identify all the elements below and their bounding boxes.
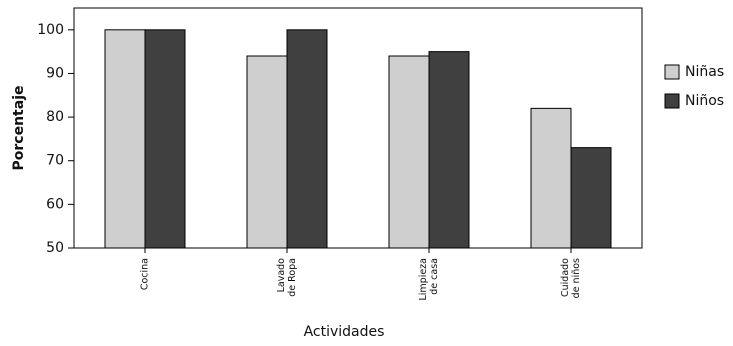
x-tick-label-line: Cuidado bbox=[560, 258, 571, 297]
bar-ninas-0 bbox=[104, 29, 146, 249]
x-tick-label-line: Lavado bbox=[276, 258, 287, 293]
legend-label-ninas: Niñas bbox=[685, 64, 724, 80]
bar-ninos-2 bbox=[428, 51, 470, 249]
y-axis: 50 60 70 80 90 100 bbox=[37, 22, 74, 256]
bar-ninos-1 bbox=[286, 29, 328, 249]
y-tick-label-60: 60 bbox=[46, 196, 64, 212]
legend-swatch-ninos bbox=[664, 93, 680, 109]
y-tick-label-70: 70 bbox=[46, 153, 64, 169]
bar-ninos-0 bbox=[144, 29, 186, 249]
x-tick-label-2: Limpiezade casa bbox=[418, 258, 440, 301]
y-tick-label-80: 80 bbox=[46, 109, 64, 125]
x-tick-label-0: Cocina bbox=[140, 258, 151, 290]
x-axis: Cocina Lavadode Ropa Limpiezade casa Cuidad… bbox=[140, 248, 582, 301]
bar-ninas-2 bbox=[388, 55, 430, 249]
y-tick-label-50: 50 bbox=[46, 240, 64, 256]
x-tick-label-line: Limpieza bbox=[418, 258, 429, 301]
y-tick-label-100: 100 bbox=[37, 22, 64, 38]
x-tick-label-line: de casa bbox=[429, 258, 440, 295]
bar-ninos-3 bbox=[570, 147, 612, 249]
bars-group bbox=[104, 29, 612, 249]
x-tick-label-1: Lavadode Ropa bbox=[276, 258, 298, 297]
bar-ninas-3 bbox=[530, 107, 572, 249]
x-tick-label-line: Cocina bbox=[140, 258, 151, 290]
y-tick-label-90: 90 bbox=[46, 65, 64, 81]
bar-ninas-1 bbox=[246, 55, 288, 249]
legend: Niñas Niños bbox=[664, 64, 724, 109]
x-axis-title: Actividades bbox=[304, 324, 385, 340]
legend-swatch-ninas bbox=[664, 64, 680, 80]
x-tick-label-3: Cuidadode niños bbox=[560, 258, 582, 299]
legend-label-ninos: Niños bbox=[685, 93, 724, 109]
x-tick-label-line: de niños bbox=[571, 258, 582, 298]
y-axis-title: Porcentaje bbox=[11, 86, 27, 171]
x-tick-label-line: de Ropa bbox=[287, 258, 298, 297]
